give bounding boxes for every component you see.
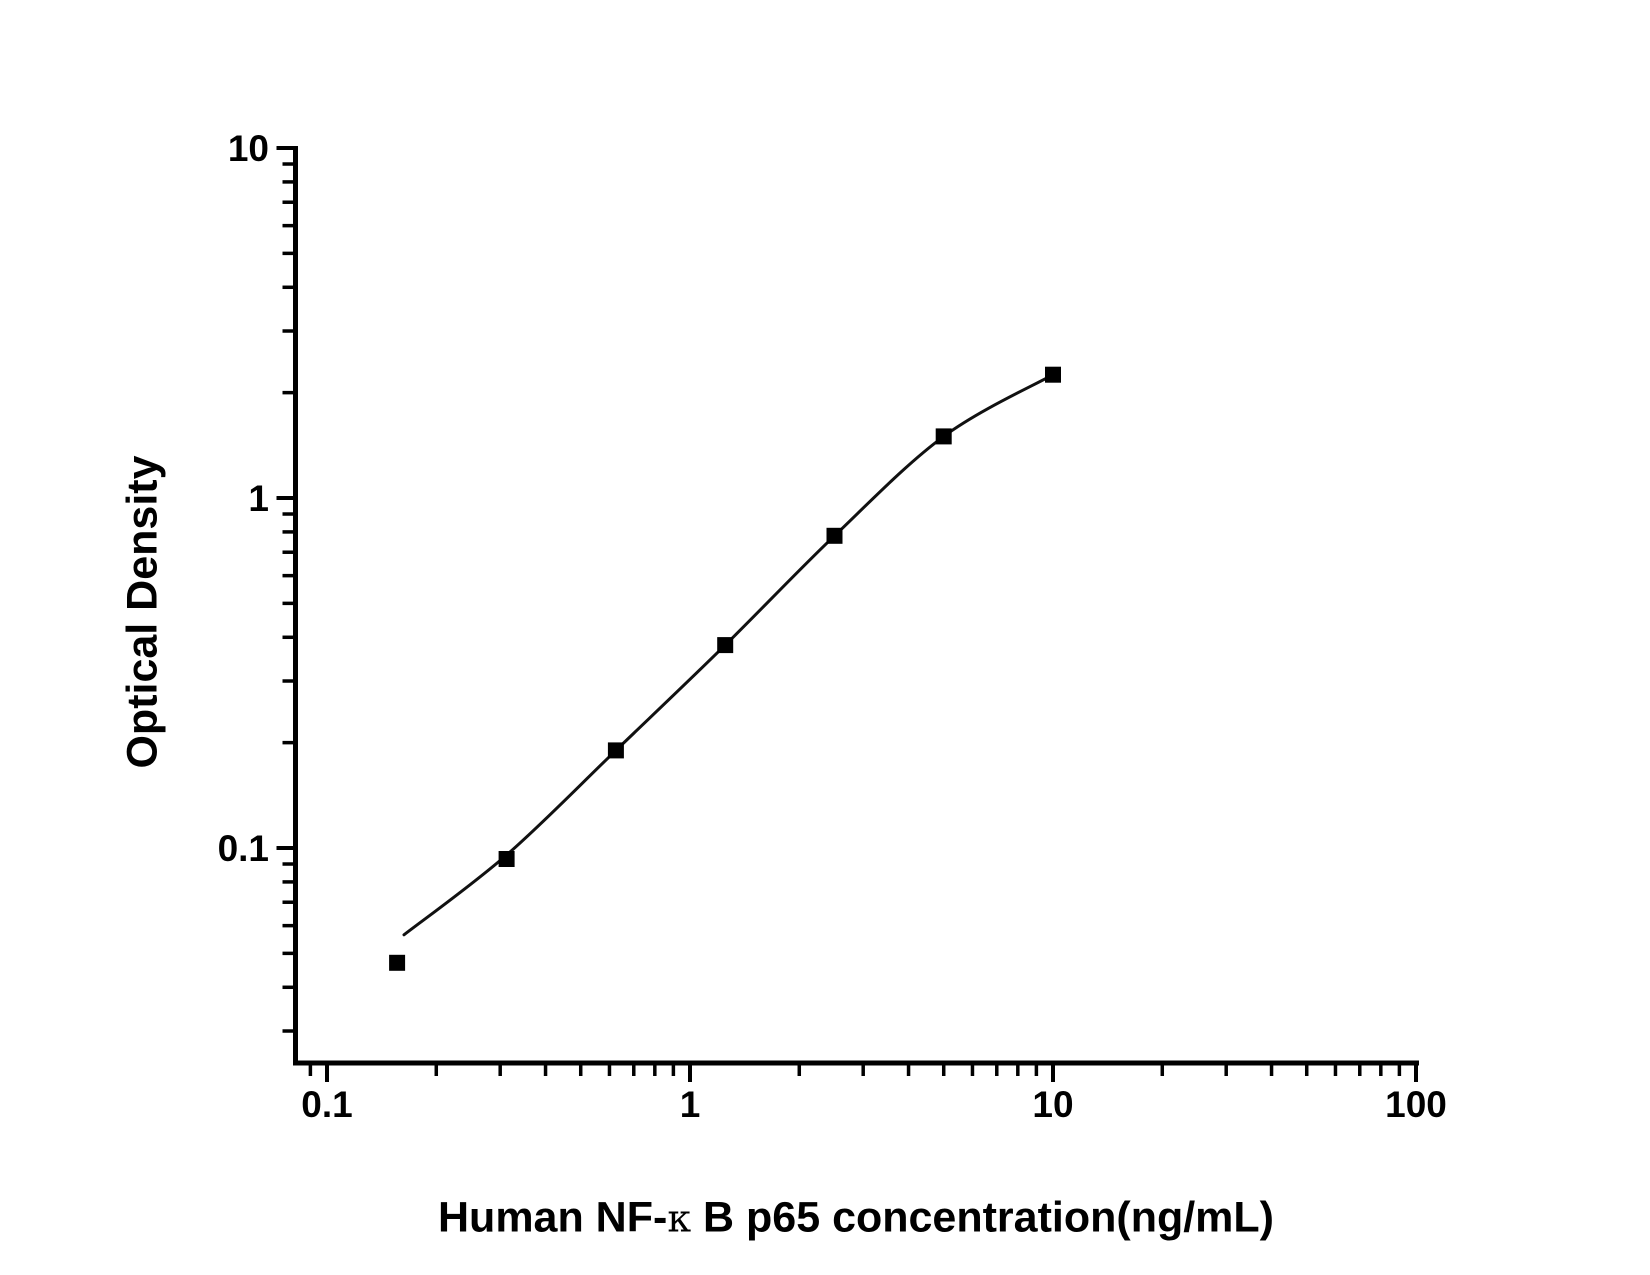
y-tick-label: 0.1 bbox=[218, 828, 269, 869]
x-tick-label: 100 bbox=[1385, 1084, 1447, 1125]
x-axis-title: Human NF-κ B p65 concentration(ng/mL) bbox=[438, 1194, 1274, 1243]
data-point-square bbox=[717, 637, 734, 654]
x-axis-title-pre: Human NF- bbox=[438, 1193, 668, 1242]
data-point-square bbox=[826, 527, 843, 544]
y-tick-label: 10 bbox=[228, 128, 269, 169]
y-axis-title-text: Optical Density bbox=[118, 455, 167, 769]
data-point-square bbox=[1045, 366, 1061, 383]
kappa-symbol: κ bbox=[667, 1196, 692, 1241]
data-point-square bbox=[935, 428, 952, 445]
x-axis-title-post: B p65 concentration(ng/mL) bbox=[691, 1193, 1274, 1242]
y-axis-title: Optical Density bbox=[119, 455, 168, 768]
data-point-square bbox=[389, 954, 406, 971]
data-point-square bbox=[498, 851, 515, 867]
x-tick-label: 10 bbox=[1032, 1084, 1073, 1125]
data-point-square bbox=[607, 742, 624, 759]
x-tick-label: 0.1 bbox=[301, 1084, 352, 1125]
fit-curve bbox=[402, 373, 1055, 937]
y-tick-label: 1 bbox=[248, 478, 269, 519]
x-tick-label: 1 bbox=[680, 1084, 701, 1125]
